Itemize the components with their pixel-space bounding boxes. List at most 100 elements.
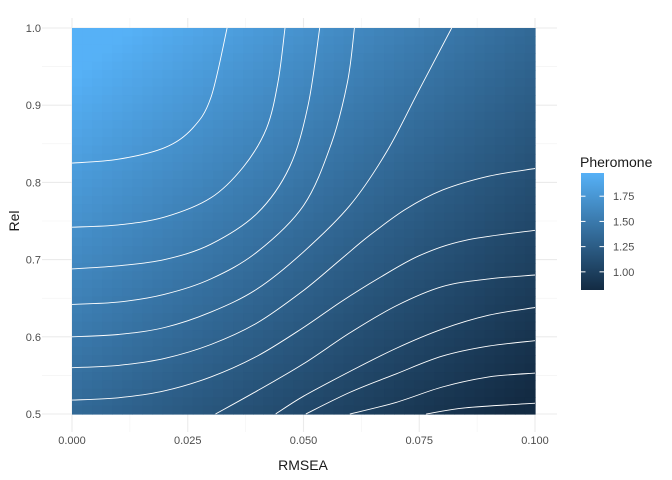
heatmap-cell: [132, 137, 144, 147]
heatmap-cell: [182, 28, 194, 37]
x-tick-label: 0.050: [290, 435, 318, 447]
heatmap-cell: [434, 321, 446, 331]
heatmap-cell: [303, 128, 315, 138]
heatmap-cell: [253, 380, 264, 390]
heatmap-cell: [454, 153, 466, 163]
heatmap-cell: [112, 61, 123, 71]
heatmap-cell: [343, 120, 355, 130]
heatmap-cell: [333, 95, 345, 105]
heatmap-cell: [182, 372, 194, 382]
heatmap-cell: [82, 78, 93, 88]
heatmap-cell: [313, 179, 325, 189]
heatmap-cell: [313, 355, 325, 365]
heatmap-cell: [313, 237, 325, 247]
heatmap-cell: [273, 195, 284, 205]
heatmap-cell: [303, 405, 315, 415]
heatmap-cell: [82, 95, 93, 105]
heatmap-cell: [182, 262, 194, 272]
heatmap-cell: [373, 111, 385, 121]
heatmap-cell: [132, 212, 144, 222]
heatmap-cell: [253, 179, 264, 189]
heatmap-cell: [464, 204, 476, 214]
heatmap-cell: [363, 388, 375, 398]
heatmap-cell: [484, 229, 496, 239]
heatmap-cell: [293, 372, 305, 382]
heatmap-cell: [424, 61, 435, 71]
heatmap-cell: [434, 254, 446, 264]
heatmap-cell: [283, 405, 295, 415]
heatmap-cell: [162, 313, 174, 323]
heatmap-cell: [384, 355, 395, 365]
heatmap-cell: [353, 111, 365, 121]
heatmap-cell: [212, 95, 224, 105]
heatmap-cell: [132, 221, 144, 230]
heatmap-cell: [504, 103, 516, 113]
heatmap-cell: [514, 346, 526, 356]
heatmap-cell: [263, 221, 274, 230]
heatmap-cell: [182, 355, 194, 365]
heatmap-cell: [142, 397, 154, 407]
heatmap-cell: [172, 195, 184, 205]
heatmap-cell: [283, 137, 295, 147]
heatmap-cell: [112, 78, 123, 88]
heatmap-cell: [414, 78, 425, 88]
heatmap-cell: [444, 288, 456, 298]
heatmap-cell: [434, 229, 446, 239]
heatmap-cell: [112, 128, 123, 138]
heatmap-cell: [313, 53, 325, 63]
heatmap-cell: [283, 212, 295, 222]
heatmap-cell: [444, 44, 456, 54]
heatmap-cell: [263, 397, 274, 407]
heatmap-cell: [192, 363, 204, 373]
heatmap-cell: [424, 229, 435, 239]
heatmap-cell: [343, 321, 355, 331]
heatmap-cell: [283, 111, 295, 121]
heatmap-cell: [273, 313, 284, 323]
heatmap-cell: [474, 363, 486, 373]
heatmap-cell: [72, 237, 83, 247]
heatmap-cell: [92, 145, 103, 155]
heatmap-cell: [434, 195, 446, 205]
heatmap-cell: [373, 61, 385, 71]
heatmap-cell: [172, 262, 184, 272]
heatmap-cell: [524, 69, 536, 79]
heatmap-cell: [404, 86, 415, 96]
heatmap-cell: [343, 95, 355, 105]
heatmap-cell: [504, 53, 516, 63]
heatmap-cell: [82, 187, 93, 197]
heatmap-cell: [343, 28, 355, 37]
heatmap-cell: [384, 28, 395, 37]
heatmap-cell: [484, 346, 496, 356]
heatmap-cell: [172, 405, 184, 415]
heatmap-cell: [162, 69, 174, 79]
heatmap-cell: [303, 304, 315, 314]
heatmap-cell: [474, 44, 486, 54]
heatmap-cell: [424, 355, 435, 365]
heatmap-cell: [263, 246, 274, 256]
heatmap-cell: [353, 338, 365, 348]
heatmap-cell: [253, 137, 264, 147]
heatmap-cell: [303, 330, 315, 340]
heatmap-cell: [142, 153, 154, 163]
heatmap-cell: [474, 271, 486, 281]
heatmap-cell: [313, 145, 325, 155]
heatmap-cell: [514, 313, 526, 323]
heatmap-cell: [434, 86, 446, 96]
heatmap-cell: [142, 128, 154, 138]
legend-title: Pheromone: [580, 154, 653, 170]
heatmap-cell: [373, 153, 385, 163]
heatmap-cell: [504, 128, 516, 138]
heatmap-cell: [82, 36, 93, 46]
heatmap-cell: [182, 153, 194, 163]
heatmap-cell: [293, 69, 305, 79]
heatmap-cell: [444, 221, 456, 230]
heatmap-cell: [454, 187, 466, 197]
heatmap-cell: [434, 346, 446, 356]
heatmap-cell: [263, 313, 274, 323]
heatmap-cell: [343, 288, 355, 298]
heatmap-cell: [434, 153, 446, 163]
heatmap-cell: [414, 212, 425, 222]
heatmap-cell: [283, 153, 295, 163]
heatmap-cell: [212, 36, 224, 46]
heatmap-cell: [434, 288, 446, 298]
